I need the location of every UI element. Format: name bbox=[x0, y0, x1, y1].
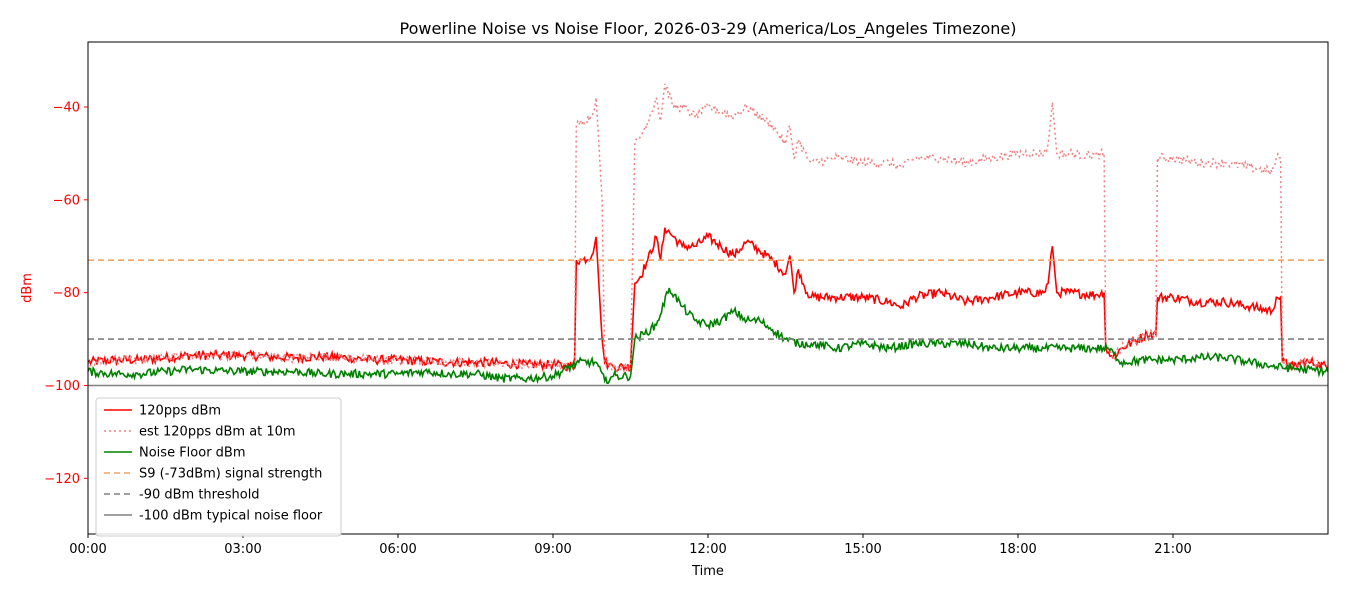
x-tick-label: 21:00 bbox=[1154, 542, 1191, 557]
legend-label: Noise Floor dBm bbox=[139, 446, 246, 461]
legend-label: 120pps dBm bbox=[139, 404, 221, 419]
y-tick-label: −80 bbox=[53, 286, 80, 301]
x-tick-label: 00:00 bbox=[69, 542, 106, 557]
legend-label: -100 dBm typical noise floor bbox=[139, 509, 323, 524]
x-tick-label: 12:00 bbox=[689, 542, 726, 557]
x-tick-label: 18:00 bbox=[999, 542, 1036, 557]
series-layer bbox=[87, 83, 1329, 387]
y-tick-label: −60 bbox=[53, 193, 80, 208]
x-tick-label: 03:00 bbox=[224, 542, 261, 557]
legend-box bbox=[95, 397, 342, 537]
y-axis-label: dBm bbox=[20, 273, 35, 303]
legend: 120pps dBm est 120pps dBm at 10m Noise Flo… bbox=[95, 397, 342, 537]
x-axis-label: Time bbox=[691, 564, 724, 579]
y-tick-label: −40 bbox=[53, 100, 80, 115]
series-line-est-120pps-dbm-at-10m bbox=[87, 83, 1329, 374]
y-tick-label: −120 bbox=[44, 472, 80, 487]
y-tick-label: −100 bbox=[44, 379, 80, 394]
legend-label: S9 (-73dBm) signal strength bbox=[139, 467, 322, 482]
legend-label: est 120pps dBm at 10m bbox=[139, 425, 296, 440]
x-tick-label: 15:00 bbox=[844, 542, 881, 557]
x-axis: 00:00 03:00 06:00 09:00 12:00 15:00 18:00 21:00 bbox=[69, 534, 1192, 557]
series-line-120pps-dbm bbox=[87, 227, 1329, 373]
y-axis: −40 −60 −80 −100 −120 bbox=[44, 100, 88, 487]
x-tick-label: 09:00 bbox=[534, 542, 571, 557]
chart-title: Powerline Noise vs Noise Floor, 2026-03-… bbox=[400, 19, 1017, 39]
series-line-noise-floor-dbm bbox=[87, 287, 1329, 385]
x-tick-label: 06:00 bbox=[379, 542, 416, 557]
legend-label: -90 dBm threshold bbox=[139, 488, 260, 503]
